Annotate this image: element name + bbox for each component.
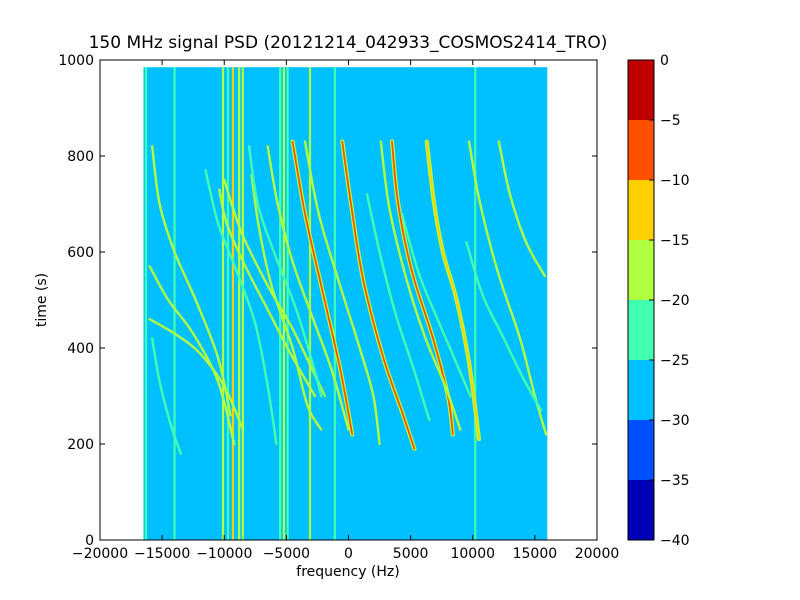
x-tick-label: −15000 [134,546,190,562]
chart-title: 150 MHz signal PSD (20121214_042933_COSM… [89,33,608,53]
doppler-trace [465,241,543,412]
y-axis: 0 200 400 600 800 1000 [58,53,597,549]
colorbar: −40 −35 −30 −25 −20 −15 −10 −5 0 [627,53,690,549]
doppler-trace [425,140,480,441]
x-tick-label: 20000 [575,546,620,562]
colorbar-tick-label: 0 [660,53,669,69]
colorbar-tick-label: −30 [660,413,690,429]
x-tick-label: −10000 [196,546,252,562]
colorbar-segment [628,180,654,240]
y-tick-label: 1000 [58,53,94,69]
doppler-trace [379,140,462,431]
y-tick-label: 200 [67,437,94,453]
x-tick-label: −5000 [263,546,310,562]
x-tick-label: −20000 [72,546,128,562]
y-tick-label: 800 [67,149,94,165]
colorbar-tick-label: −15 [660,233,690,249]
doppler-trace [391,140,454,436]
doppler-trace [303,140,381,446]
x-tick-label: 0 [344,546,353,562]
doppler-trace [247,145,323,398]
doppler-trace [266,145,350,431]
colorbar-segment [628,120,654,180]
colorbar-tick-label: −5 [660,113,681,129]
colorbar-segment [628,480,654,540]
x-tick-label: 10000 [450,546,495,562]
doppler-trace [291,140,354,436]
doppler-trace [250,174,323,431]
doppler-trace [151,145,232,417]
doppler-trace [223,178,327,398]
colorbar-tick-label: −35 [660,473,690,489]
colorbar-segment [628,240,654,300]
heatmap-layer [143,67,548,540]
y-tick-label: 0 [85,533,94,549]
y-tick-label: 400 [67,341,94,357]
x-tick-label: 5000 [393,546,429,562]
doppler-trace [148,265,236,446]
colorbar-tick-label: −10 [660,173,690,189]
y-tick-label: 600 [67,245,94,261]
colorbar-segment [628,300,654,360]
colorbar-segment [628,420,654,480]
colorbar-tick-label: −25 [660,353,690,369]
doppler-trace [148,318,245,431]
colorbar-segment [628,60,654,120]
doppler-trace [365,193,431,422]
y-axis-label: time (s) [34,273,50,327]
x-tick-label: 15000 [513,546,558,562]
doppler-trace [497,140,546,278]
doppler-trace [204,169,278,446]
doppler-trace [341,140,416,450]
x-axis-label: frequency (Hz) [296,564,399,580]
plot-area [99,59,598,541]
colorbar-tick-label: −20 [660,293,690,309]
doppler-trace [151,337,182,455]
colorbar-segment [628,360,654,420]
doppler-trace [400,212,472,398]
x-axis: −20000 −15000 −10000 −5000 0 5000 10000 15000 20… [72,60,619,562]
doppler-trace [218,188,317,398]
colorbar-tick-label: −40 [660,533,690,549]
